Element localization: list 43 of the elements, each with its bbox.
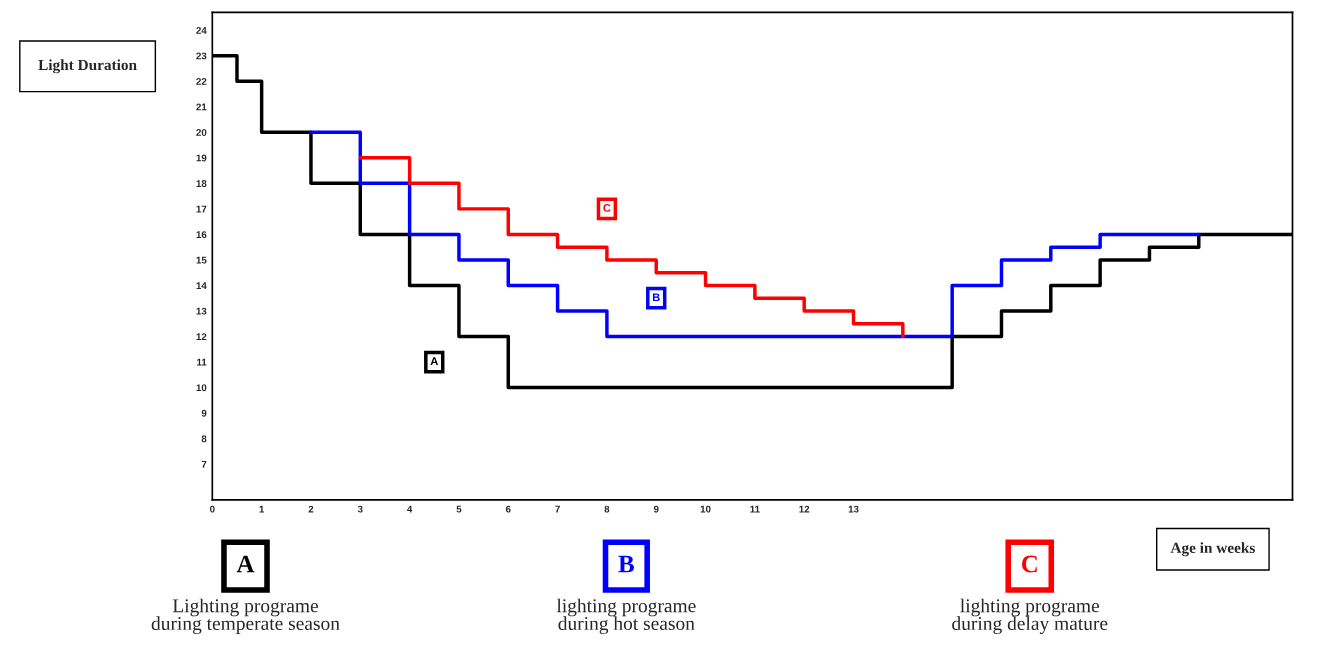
annotation: C xyxy=(603,204,611,212)
y-tick-label: 22 xyxy=(196,78,207,85)
y-tick-label: 7 xyxy=(201,460,207,468)
y-tick-label: 15 xyxy=(196,256,207,264)
text: B xyxy=(618,555,634,573)
y-tick-label: 18 xyxy=(196,180,207,187)
text: lighting programe during delay mature xyxy=(952,598,1108,635)
x-tick-label: 3 xyxy=(357,505,363,513)
y-tick-label: 8 xyxy=(201,435,207,443)
text: lighting programe during hot season xyxy=(556,598,696,635)
x-tick-label: 6 xyxy=(505,505,511,513)
y-tick-label: 24 xyxy=(196,26,207,34)
x-tick-label: 7 xyxy=(555,505,560,513)
y-tick-label: 20 xyxy=(196,129,207,136)
x-tick-label: 11 xyxy=(750,505,760,513)
text: C xyxy=(1021,555,1037,573)
text: A xyxy=(236,555,255,573)
x-tick-label: 12 xyxy=(799,505,810,513)
x-tick-label: 4 xyxy=(407,505,413,513)
x-tick-label: 10 xyxy=(700,505,711,513)
y-tick-label: 17 xyxy=(196,205,207,213)
x-tick-label: 5 xyxy=(456,505,462,513)
x-tick-label: 0 xyxy=(210,505,215,513)
text: Lighting programe during temperate season xyxy=(151,598,340,635)
y-tick-label: 11 xyxy=(197,358,207,366)
y-tick-label: 9 xyxy=(201,409,207,417)
x-axis-title: Age in weeks xyxy=(1170,542,1255,557)
annotation: B xyxy=(652,293,660,302)
y-tick-label: 16 xyxy=(196,231,207,239)
y-axis-title: Light Duration xyxy=(38,59,137,74)
y-tick-label: 12 xyxy=(196,333,207,341)
y-tick-label: 13 xyxy=(196,307,207,315)
x-tick-label: 8 xyxy=(604,505,610,513)
x-tick-label: 13 xyxy=(848,505,859,513)
x-tick-label: 9 xyxy=(653,505,659,513)
x-tick-label: 2 xyxy=(308,505,314,513)
y-tick-label: 19 xyxy=(196,154,207,162)
x-tick-label: 1 xyxy=(259,505,265,513)
y-tick-label: 21 xyxy=(196,103,207,111)
y-tick-label: 23 xyxy=(196,52,207,60)
y-tick-label: 14 xyxy=(196,282,207,289)
y-tick-label: 10 xyxy=(196,384,207,392)
annotation: A xyxy=(430,357,438,365)
